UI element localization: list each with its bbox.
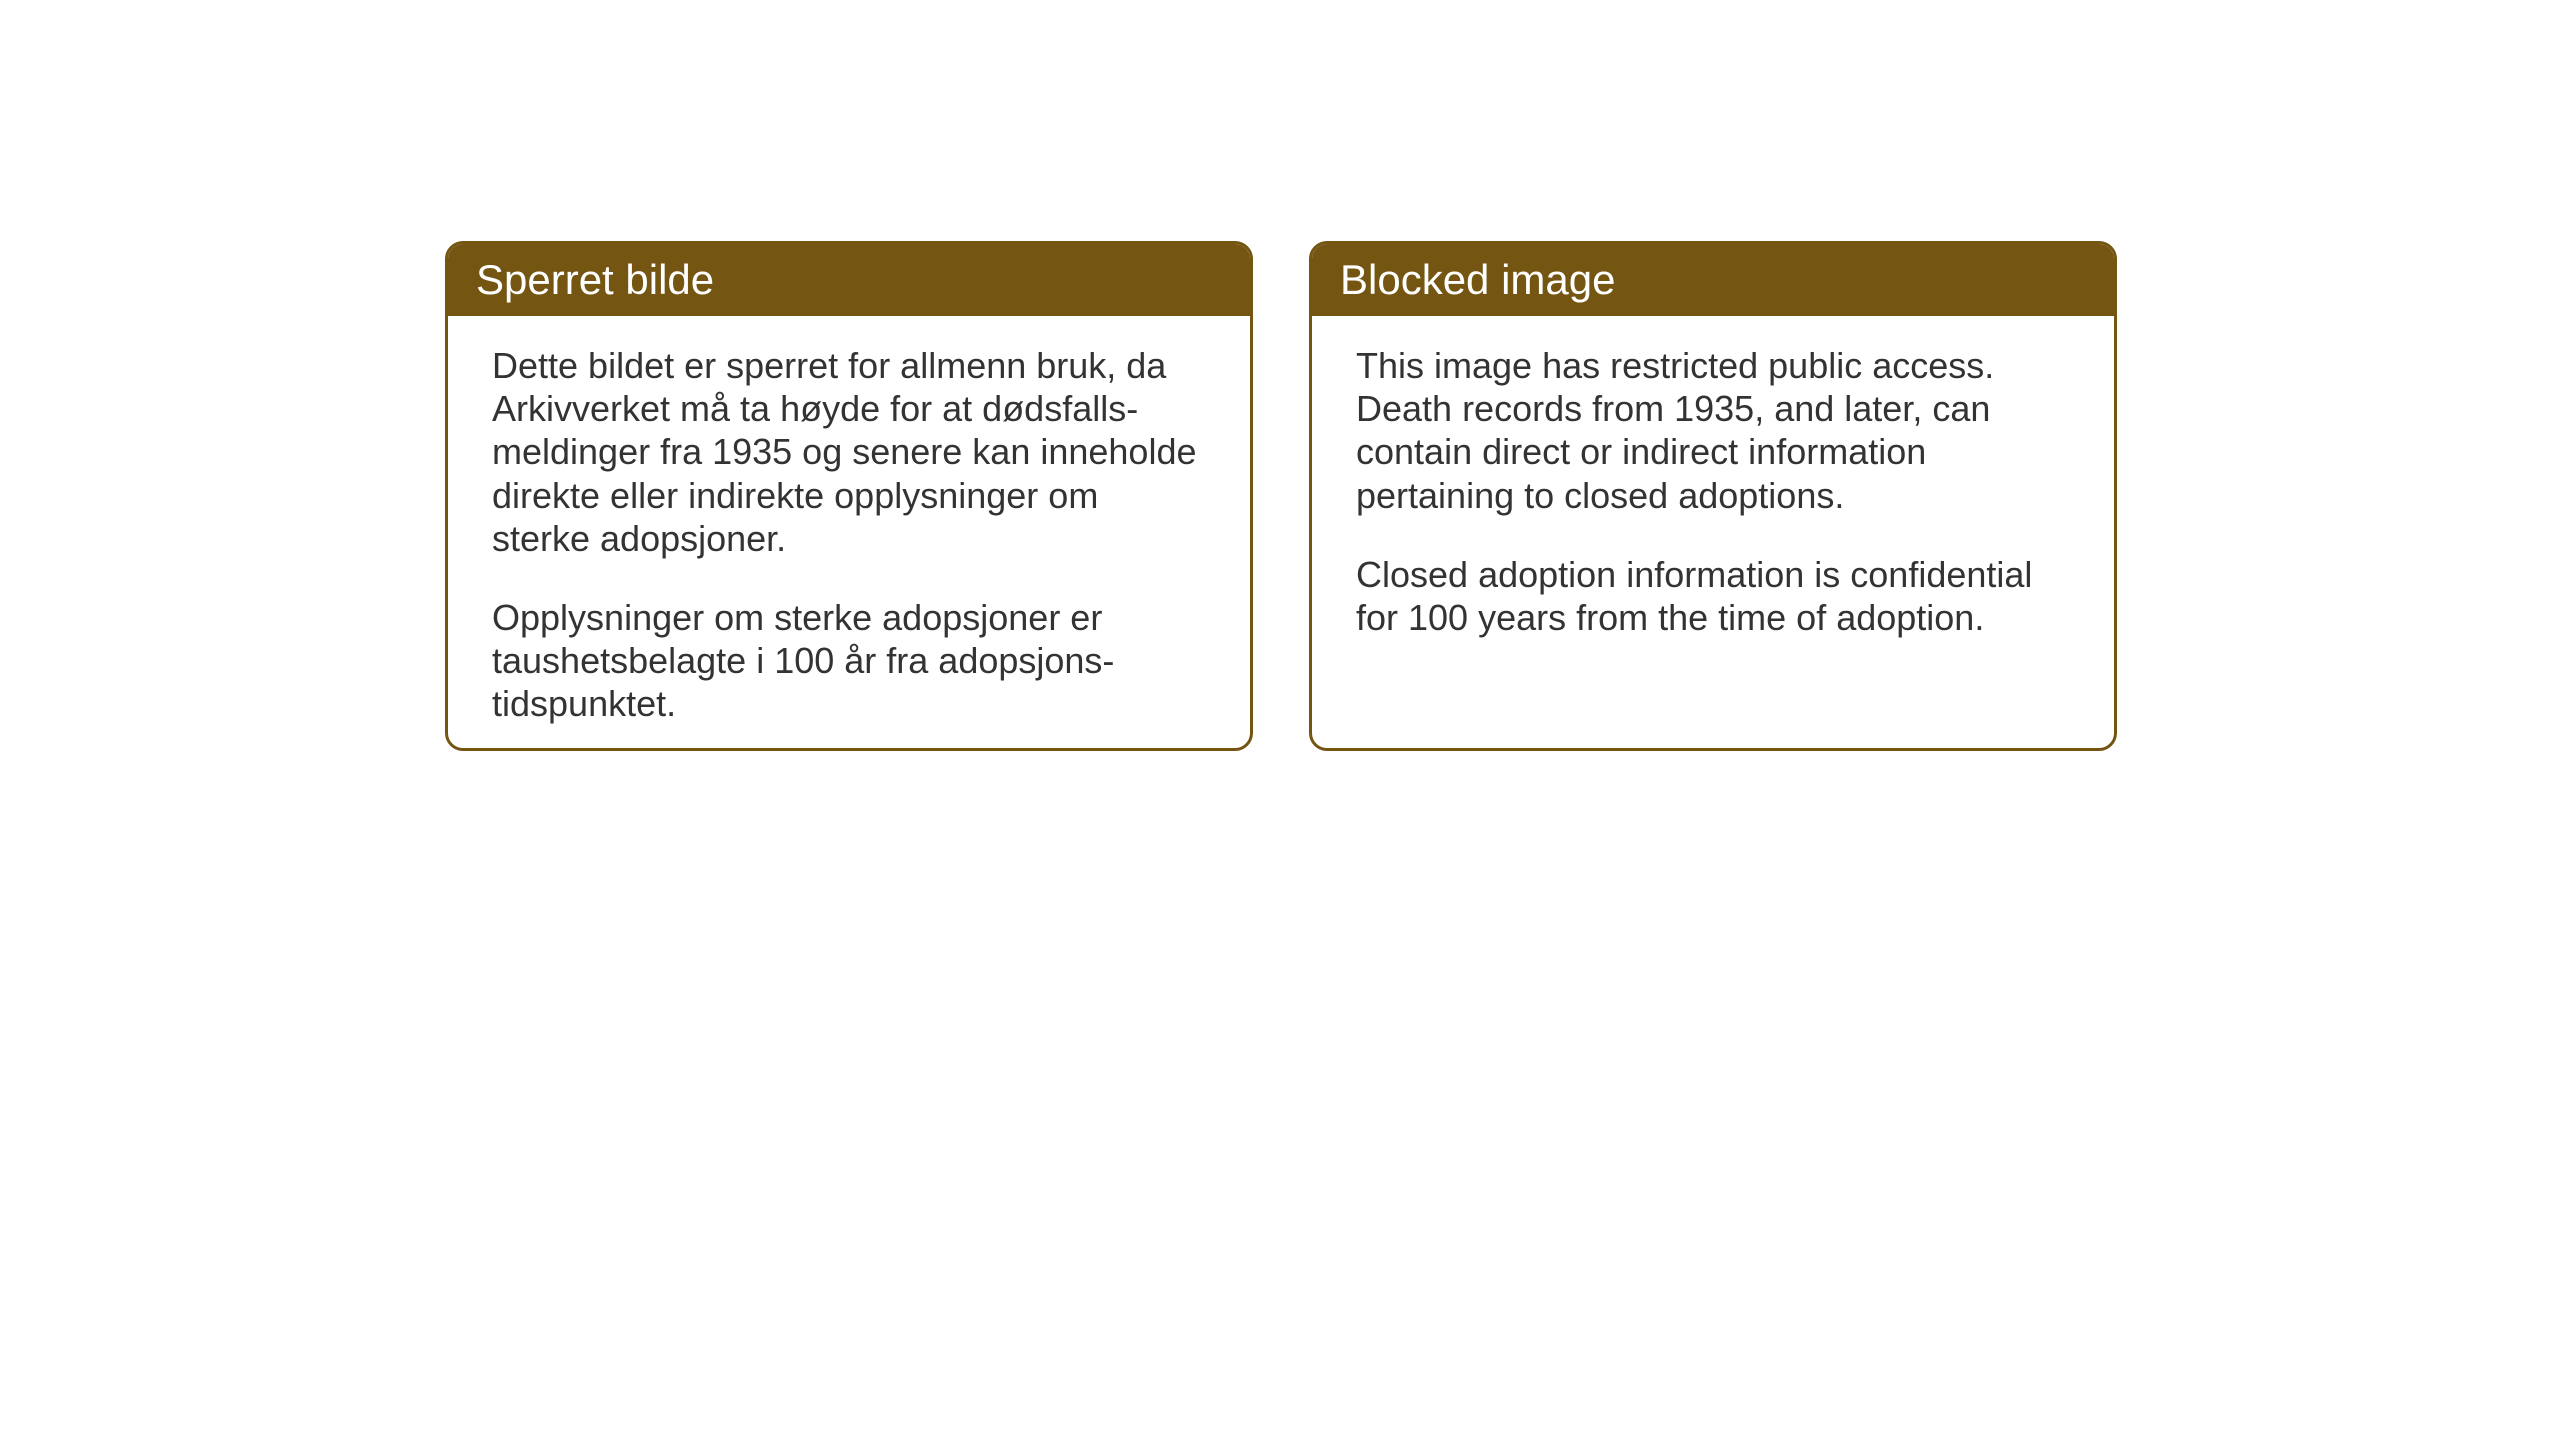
english-notice-card: Blocked image This image has restricted … — [1309, 241, 2117, 751]
norwegian-paragraph-1: Dette bildet er sperret for allmenn bruk… — [492, 344, 1206, 560]
norwegian-card-title: Sperret bilde — [448, 244, 1250, 316]
english-paragraph-2: Closed adoption information is confident… — [1356, 553, 2070, 639]
norwegian-card-body: Dette bildet er sperret for allmenn bruk… — [448, 316, 1250, 751]
english-paragraph-1: This image has restricted public access.… — [1356, 344, 2070, 517]
notice-cards-container: Sperret bilde Dette bildet er sperret fo… — [445, 241, 2117, 751]
english-card-title: Blocked image — [1312, 244, 2114, 316]
english-card-body: This image has restricted public access.… — [1312, 316, 2114, 667]
norwegian-paragraph-2: Opplysninger om sterke adopsjoner er tau… — [492, 596, 1206, 726]
norwegian-notice-card: Sperret bilde Dette bildet er sperret fo… — [445, 241, 1253, 751]
